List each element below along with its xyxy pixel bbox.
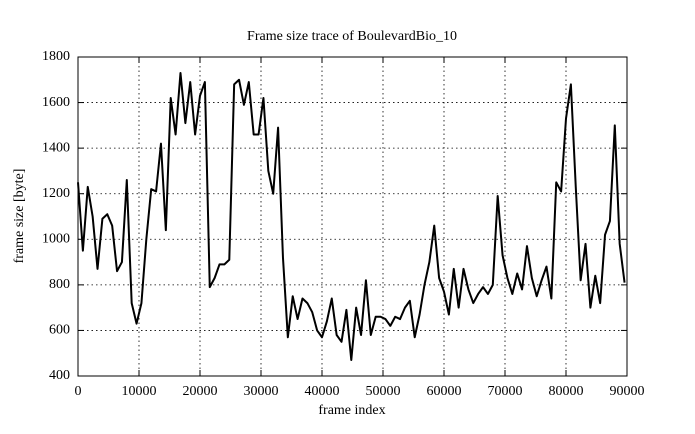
- chart-title: Frame size trace of BoulevardBio_10: [247, 29, 457, 44]
- y-tick-label: 1200: [42, 186, 70, 201]
- x-tick-label: 80000: [549, 384, 584, 399]
- x-tick-label: 50000: [366, 384, 401, 399]
- x-tick-label: 90000: [610, 384, 645, 399]
- y-tick-label: 1400: [42, 140, 70, 155]
- y-tick-label: 600: [49, 323, 70, 338]
- x-tick-label: 10000: [122, 384, 157, 399]
- x-tick-label: 30000: [244, 384, 279, 399]
- y-tick-label: 1800: [42, 49, 70, 64]
- plot-frame: [77, 56, 628, 377]
- x-tick-label: 70000: [488, 384, 523, 399]
- data-line: [77, 71, 626, 362]
- y-tick-label: 1000: [42, 232, 70, 247]
- x-tick-label: 20000: [183, 384, 218, 399]
- y-tick-label: 1600: [42, 95, 70, 110]
- x-axis-label: frame index: [318, 403, 385, 418]
- y-axis-label: frame size [byte]: [12, 169, 27, 264]
- y-tick-label: 800: [49, 277, 70, 292]
- y-tick-label: 400: [49, 368, 70, 383]
- x-tick-label: 0: [75, 384, 82, 399]
- x-tick-label: 40000: [305, 384, 340, 399]
- x-tick-label: 60000: [427, 384, 462, 399]
